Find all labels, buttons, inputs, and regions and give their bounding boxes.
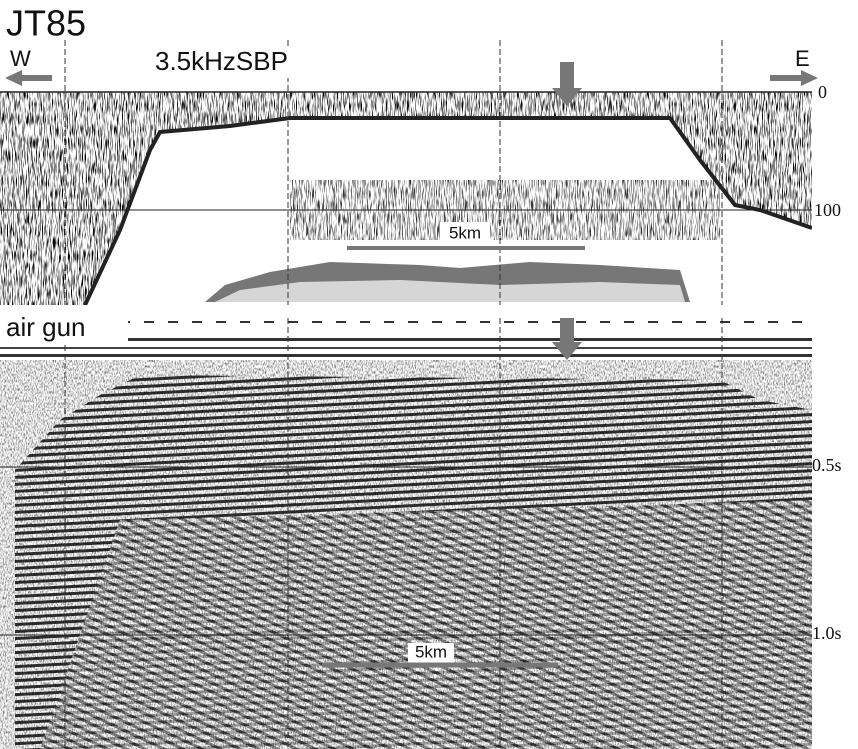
direct-arrival bbox=[0, 354, 812, 357]
depth-label: 100 bbox=[814, 200, 841, 220]
time-label: 0.5s bbox=[812, 455, 842, 475]
depth-label: 0 bbox=[818, 82, 827, 102]
scale-label: 5km bbox=[415, 642, 447, 661]
airgun-title: air gun bbox=[6, 312, 86, 342]
west-label: W bbox=[10, 46, 31, 71]
time-label: 1.0s bbox=[812, 623, 842, 643]
east-arrow bbox=[770, 70, 818, 86]
seismic-noise bbox=[0, 360, 812, 749]
direct-arrival bbox=[0, 347, 812, 349]
scale-label: 5km bbox=[449, 223, 481, 242]
figure: JT85 3.5kHzSBP W E 0 100 5km bbox=[0, 0, 858, 749]
figure-title: JT85 bbox=[6, 3, 86, 44]
sbp-title: 3.5kHzSBP bbox=[155, 46, 288, 76]
sbp-panel: 3.5kHzSBP W E 0 100 5km bbox=[0, 40, 841, 305]
east-label: E bbox=[795, 46, 810, 71]
airgun-panel: air gun 0.5s 1.0s 5km bbox=[0, 312, 842, 749]
west-arrow bbox=[5, 70, 52, 86]
